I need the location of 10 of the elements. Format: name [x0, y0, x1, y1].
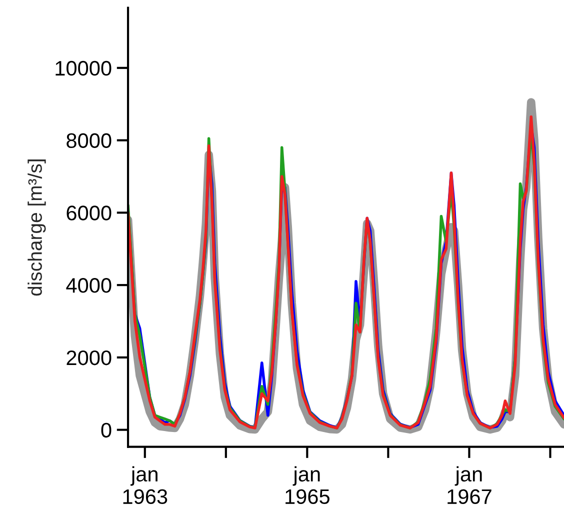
- y-tick-label: 6000: [66, 206, 112, 220]
- x-tick-label: jan 1965: [286, 466, 330, 504]
- y-tick-label: 2000: [66, 350, 112, 366]
- y-tick-label: 0: [101, 422, 112, 438]
- x-tick-label: jan 1967: [448, 466, 492, 504]
- y-tick-label: 4000: [66, 278, 112, 293]
- y-axis-title: discharge [m³/s]: [28, 160, 46, 296]
- y-tick-label: 8000: [66, 133, 112, 148]
- y-tick-label: 10000: [56, 60, 112, 76]
- x-tick-label: jan 1963: [123, 466, 168, 504]
